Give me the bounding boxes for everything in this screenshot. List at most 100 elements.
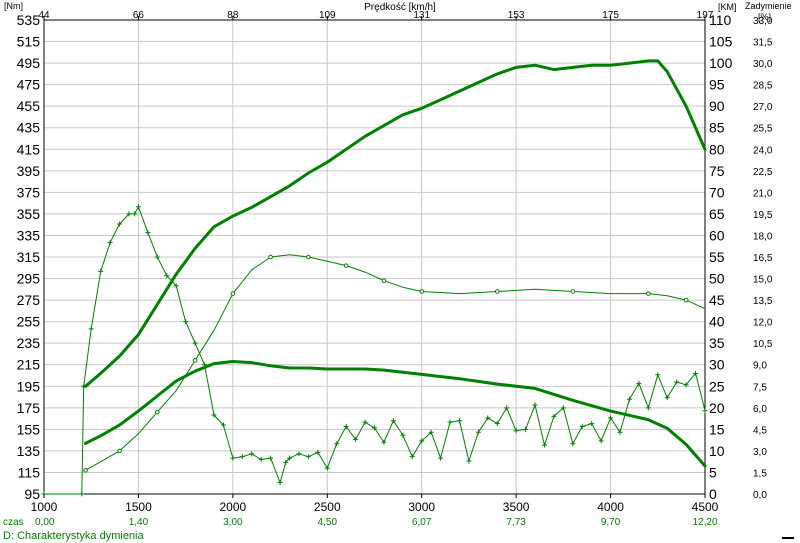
smoke-point-marker [664,395,670,401]
power-point-marker [306,254,311,260]
left-tick-label: 515 [17,34,41,50]
right-tick-label-percent: 24,0 [753,145,773,156]
smoke-point-marker [702,408,708,414]
time-tick-label: 12,20 [692,517,717,528]
right-tick-label-km: 85 [709,120,725,136]
right-tick-label-percent: 28,5 [753,81,773,92]
smoke-point-marker [551,413,557,419]
left-tick-label: 195 [17,378,41,394]
power-point-marker [381,278,387,284]
left-tick-label: 255 [17,314,41,330]
x-tick-label: 1000 [31,500,58,514]
smoke-point-marker [154,254,160,260]
footer-prefix: D: [3,530,14,542]
smoke-point-marker [239,454,245,460]
smoke-point-marker [353,436,359,442]
smoke-point-marker [494,421,500,427]
right-axis-2-label: Zadymienie [745,1,792,11]
time-tick-label: 0,00 [35,517,55,528]
right-axis-2-unit: [%] [758,12,771,22]
left-tick-label: 315 [17,249,41,265]
right-tick-label-percent: 10,5 [753,339,773,350]
smoke-point-marker [287,455,293,461]
time-tick-label: 9,70 [601,517,621,528]
smoke-point-marker [485,415,491,421]
right-tick-label-km: 10 [709,443,725,459]
left-tick-label: 535 [17,12,41,28]
smoke-point-marker [645,405,651,411]
smoke-point-marker [523,426,529,432]
smoke-point-marker [145,230,151,236]
right-tick-label-percent: 13,5 [753,296,773,307]
time-tick-label: 6,07 [412,517,432,528]
time-tick-label: 4,50 [318,517,338,528]
right-tick-label-percent: 33,0 [753,16,773,27]
right-tick-label-percent: 12,0 [753,318,773,329]
left-tick-label: 355 [17,206,41,222]
right-tick-label-km: 55 [709,249,725,265]
power-point-marker [268,254,273,260]
series-line-3 [84,360,707,468]
series-line-2 [85,254,706,471]
power-point-marker [155,409,160,415]
series-line-1 [84,59,707,388]
smoke-point-marker [81,383,87,389]
left-tick-label: 395 [17,163,41,179]
smoke-point-marker [693,370,699,376]
smoke-point-marker [400,432,406,438]
right-tick-label-km: 40 [709,314,725,330]
smoke-point-marker [268,455,274,461]
top-tick-label: 66 [133,10,145,21]
left-tick-label: 155 [17,421,41,437]
smoke-point-marker [230,455,236,461]
power-point-marker [230,291,236,296]
right-tick-label-km: 110 [709,12,732,28]
x-tick-label: 1500 [125,500,152,514]
right-tick-label-percent: 1,5 [753,468,767,479]
x-tick-label: 3000 [408,500,435,514]
right-tick-label-km: 65 [709,206,725,222]
power-point-marker [83,468,88,473]
right-tick-label-percent: 18,0 [753,231,773,242]
smoke-point-marker [447,419,453,425]
right-tick-label-percent: 0,0 [753,490,767,501]
smoke-point-marker [117,221,123,227]
smoke-point-marker [655,372,661,378]
smoke-point-marker [334,441,340,447]
smoke-point-marker [381,439,387,445]
smoke-point-marker [183,319,189,325]
top-tick-label: 153 [508,10,525,21]
x-tick-label: 4000 [597,500,624,514]
power-point-marker [494,289,500,294]
smoke-point-marker [220,422,226,428]
smoke-point-marker [475,429,481,435]
right-tick-label-km: 35 [709,335,725,351]
smoke-point-marker [504,405,510,411]
smoke-point-marker [277,480,283,486]
smoke-point-marker [466,458,472,464]
top-tick-label: 131 [413,10,430,21]
power-point-marker [117,448,122,454]
smoke-point-marker [579,423,585,429]
smoke-point-marker [541,442,547,448]
left-tick-label: 475 [17,77,41,93]
top-tick-label: 44 [38,10,50,21]
smoke-point-marker [636,380,642,386]
resize-grip-icon[interactable] [782,537,794,539]
right-tick-label-km: 105 [709,34,733,50]
smoke-point-marker [305,454,311,460]
top-axis-label: Prędkość [km/h] [364,2,436,13]
right-tick-label-km: 80 [709,141,725,157]
right-tick-label-percent: 30,0 [753,59,773,70]
right-tick-label-percent: 9,0 [753,361,767,372]
smoke-point-marker [570,441,576,447]
smoke-point-marker [438,455,444,461]
top-tick-label: 197 [697,10,714,21]
left-tick-label: 135 [17,443,41,459]
right-tick-label-percent: 21,0 [753,188,773,199]
grid [44,20,705,494]
right-tick-label-km: 95 [709,77,725,93]
smoke-point-marker [617,429,623,435]
plot-frame [43,19,706,495]
